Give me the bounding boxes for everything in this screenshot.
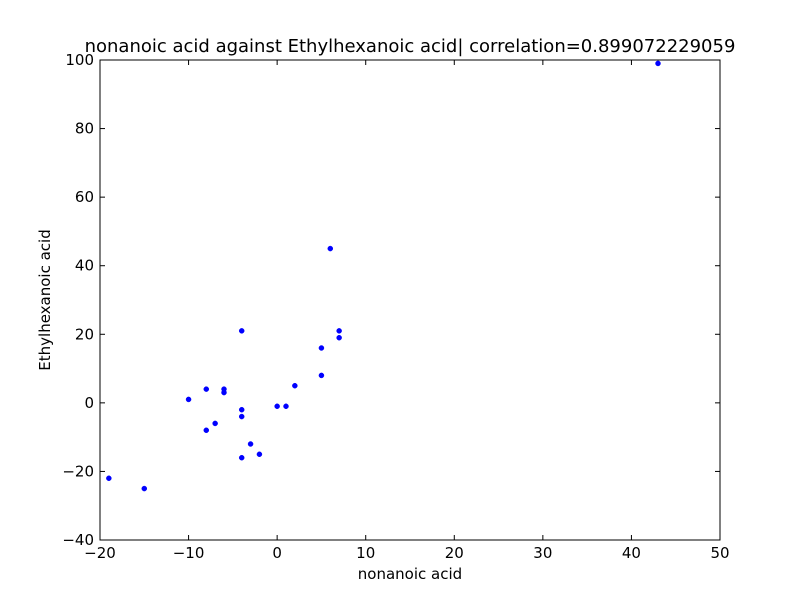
data-point — [238, 454, 245, 461]
y-tick-label: 60 — [75, 188, 94, 206]
x-tick-label: 10 — [356, 544, 375, 562]
data-point — [336, 334, 342, 341]
axes-background — [100, 60, 720, 540]
y-tick-label: 0 — [84, 394, 94, 412]
data-point — [274, 403, 280, 410]
x-tick-label: 50 — [710, 544, 729, 562]
data-point — [247, 441, 254, 447]
data-point — [318, 345, 325, 351]
data-point — [292, 382, 298, 389]
data-point — [141, 485, 148, 492]
data-point — [203, 386, 210, 392]
data-point — [327, 245, 334, 252]
data-point — [256, 451, 263, 458]
y-tick-label: −20 — [62, 462, 94, 480]
data-point — [212, 420, 218, 427]
data-point — [203, 427, 210, 434]
x-tick-label: 30 — [533, 544, 552, 562]
data-point — [221, 389, 227, 396]
x-tick-label: 20 — [445, 544, 464, 562]
data-point — [238, 413, 245, 420]
axes-frame — [99, 59, 721, 541]
x-tick-label: 40 — [622, 544, 641, 562]
data-point — [106, 475, 112, 482]
y-tick-label: 40 — [75, 257, 94, 275]
x-axis-label: nonanoic acid — [358, 565, 462, 583]
y-tick-label: 80 — [75, 120, 94, 138]
y-tick-label: 20 — [75, 325, 94, 343]
data-point — [318, 372, 325, 379]
x-tick-label: −20 — [84, 544, 116, 562]
x-tick-label: 0 — [272, 544, 282, 562]
y-axis-label: Ethylhexanoic acid — [36, 229, 54, 370]
data-point — [185, 396, 192, 403]
x-tick-label: −10 — [173, 544, 205, 562]
y-tick-label: −40 — [62, 531, 94, 549]
y-tick-label: 100 — [65, 51, 94, 69]
data-point — [238, 406, 245, 413]
data-point — [655, 60, 661, 67]
chart-title: nonanoic acid against Ethylhexanoic acid… — [85, 36, 736, 57]
data-point — [238, 328, 245, 334]
data-point — [283, 403, 289, 410]
data-point — [336, 328, 342, 334]
points-layer — [106, 60, 661, 492]
